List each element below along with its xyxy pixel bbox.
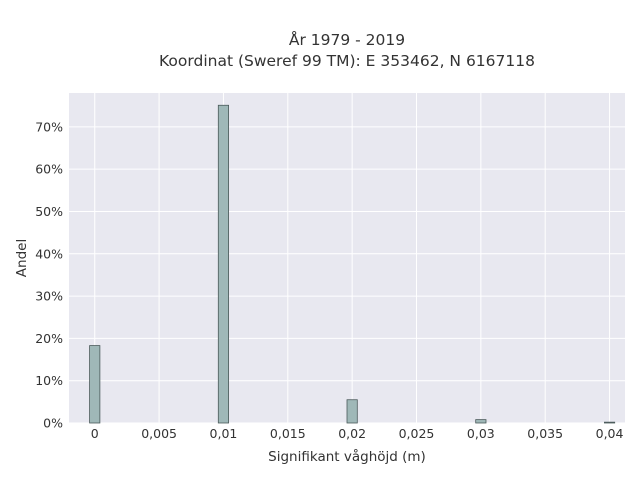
y-tick-label: 40% [35, 246, 63, 261]
x-tick-label: 0,005 [141, 426, 177, 441]
x-axis-label: Signifikant våghöjd (m) [268, 448, 426, 465]
chart-subtitle: Koordinat (Sweref 99 TM): E 353462, N 61… [159, 52, 535, 70]
histogram-bar [346, 399, 358, 424]
y-tick-label: 20% [35, 331, 63, 346]
y-tick-label: 60% [35, 162, 63, 177]
y-tick-label: 0% [43, 416, 63, 431]
x-tick-label: 0,01 [210, 426, 238, 441]
x-tick-label: 0,02 [338, 426, 366, 441]
y-tick-label: 70% [35, 119, 63, 134]
x-tick-label: 0,04 [596, 426, 624, 441]
histogram-bar [475, 419, 487, 424]
histogram-bar [217, 104, 229, 424]
x-tick-label: 0 [91, 426, 99, 441]
chart-title: År 1979 - 2019 [289, 30, 405, 49]
y-tick-label: 10% [35, 373, 63, 388]
x-tick-label: 0,015 [270, 426, 306, 441]
histogram-bar [604, 421, 616, 424]
y-tick-labels: 0% 10% 20% 30% 40% 50% 60% 70% [35, 119, 63, 430]
plot-area [69, 93, 625, 423]
grid-lines [69, 93, 625, 424]
y-tick-label: 50% [35, 204, 63, 219]
x-tick-label: 0,025 [399, 426, 435, 441]
bars [89, 104, 616, 424]
y-axis-label: Andel [14, 239, 30, 277]
histogram-bar [89, 345, 101, 424]
x-tick-label: 0,035 [527, 426, 563, 441]
x-tick-label: 0,03 [467, 426, 495, 441]
y-tick-label: 30% [35, 289, 63, 304]
x-tick-labels: 0 0,005 0,01 0,015 0,02 0,025 0,03 0,035 0,04 [91, 426, 624, 441]
